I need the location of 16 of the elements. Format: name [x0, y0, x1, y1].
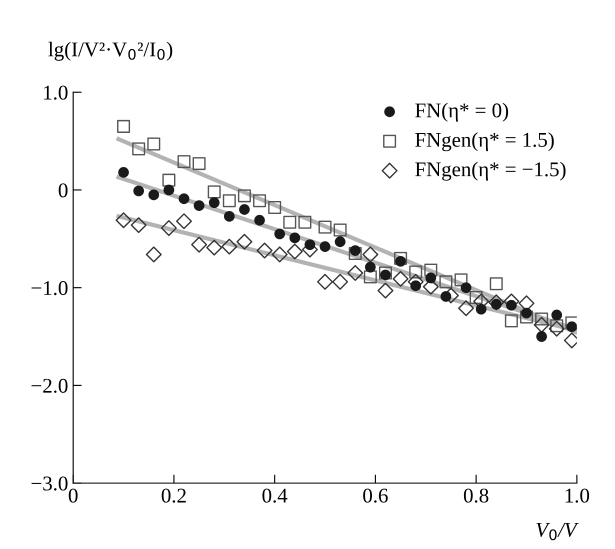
y-tick-label: 1.0: [44, 86, 68, 100]
legend-label: FNgen(η* = 1.5): [415, 132, 554, 152]
y-tick-label: −2.0: [32, 378, 68, 393]
x-tick-label: 0.8: [464, 488, 488, 503]
y-axis-title: lg(I/V²·V$_{0}$²/I$_{0}$): [48, 42, 172, 61]
y-tick-label: 0: [58, 183, 68, 198]
legend-label: FNgen(η* = −1.5): [415, 162, 566, 181]
y-tick-label: −3.0: [32, 476, 68, 491]
y-tick-label: −1.0: [32, 281, 68, 296]
x-axis-title: V$_{0}$/V: [536, 522, 579, 540]
legend-label: FN(η* = 0): [415, 102, 508, 122]
x-tick-label: 1.0: [566, 488, 590, 503]
x-tick-label: 0.6: [363, 488, 388, 503]
x-tick-label: 0: [68, 488, 78, 503]
x-tick-label: 0.4: [262, 488, 288, 503]
x-tick-label: 0.2: [162, 488, 186, 503]
